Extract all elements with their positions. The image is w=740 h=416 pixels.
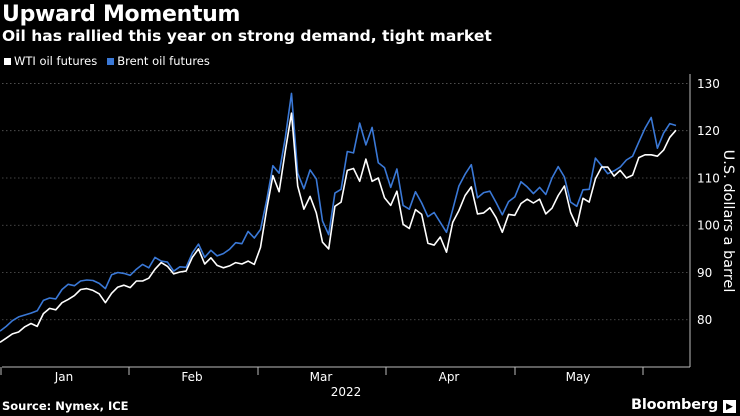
x-tick-label-jan: Jan	[54, 370, 74, 384]
y-tick-label-90: 90	[697, 266, 712, 280]
y-tick-label-130: 130	[697, 77, 720, 91]
x-year-label: 2022	[331, 385, 362, 399]
legend-item-brent: Brent oil futures	[107, 54, 210, 68]
series-line-brent	[0, 92, 677, 332]
series-line-wti	[0, 112, 677, 344]
y-axis-title: U.S. dollars a barrel	[720, 150, 736, 293]
y-tick-label-100: 100	[697, 219, 720, 233]
bloomberg-logo-icon: ▶	[723, 400, 736, 413]
y-tick-label-120: 120	[697, 124, 720, 138]
x-tick-label-mar: Mar	[310, 370, 333, 384]
legend-label-brent: Brent oil futures	[117, 54, 210, 68]
y-tick-label-110: 110	[697, 171, 720, 185]
y-tick-label-80: 80	[697, 313, 712, 327]
chart-title: Upward Momentum	[2, 2, 241, 27]
brand-label: Bloomberg	[631, 397, 718, 413]
x-tick-label-may: May	[566, 370, 591, 384]
legend-label-wti: WTI oil futures	[14, 54, 98, 68]
legend-item-wti: WTI oil futures	[4, 54, 97, 68]
chart-subtitle: Oil has rallied this year on strong dema…	[2, 27, 492, 45]
legend: WTI oil futures Brent oil futures	[4, 54, 210, 68]
legend-swatch-brent	[107, 57, 115, 65]
legend-swatch-wti	[4, 57, 11, 65]
x-tick-label-apr: Apr	[439, 370, 460, 384]
source-note: Source: Nymex, ICE	[2, 399, 129, 413]
x-tick-label-feb: Feb	[181, 370, 202, 384]
